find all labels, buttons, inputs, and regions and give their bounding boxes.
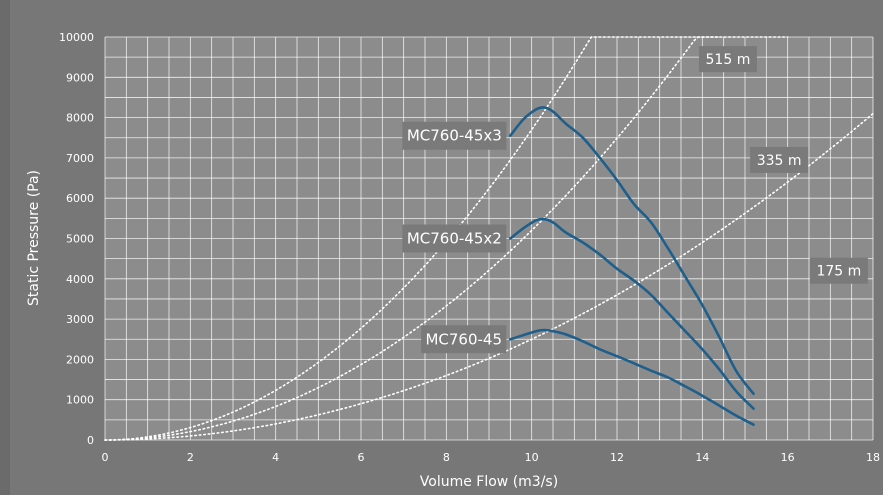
series-line [509,328,755,426]
series-label-box [402,121,507,150]
y-tick-label: 8000 [66,112,94,125]
x-tick-label: 6 [358,451,365,464]
y-axis-title: Static Pressure (Pa) [26,170,42,306]
system-curve-label-box [750,146,809,173]
system-curve-label: 175 m [809,257,868,284]
x-tick-label: 16 [781,451,795,464]
system-curve-label-text: 515 m [706,52,751,68]
y-tick-label: 5000 [66,233,94,246]
x-tick-label: 2 [187,451,194,464]
system-curves [104,36,874,441]
x-tick-label: 18 [866,451,880,464]
x-tick-label: 10 [525,451,539,464]
y-tick-label: 6000 [66,192,94,205]
series-label-box [421,325,507,354]
y-tick-label: 9000 [66,71,94,84]
y-tick-label: 10000 [59,31,94,44]
y-tick-label: 4000 [66,273,94,286]
series-lines [509,106,755,426]
y-tick-label: 1000 [66,394,94,407]
series-line [509,106,755,395]
system-curve-label-text: 175 m [816,264,861,280]
x-tick-label: 8 [443,451,450,464]
x-tick-label: 4 [272,451,279,464]
system-curve-label-box [809,257,868,284]
system-curve-label-text: 335 m [757,153,802,169]
x-tick-label: 14 [695,451,709,464]
series-label-text: MC760-45x3 [407,127,502,145]
x-tick-label: 12 [610,451,624,464]
x-axis-title: Volume Flow (m3/s) [420,474,558,490]
system-curve-label-box [698,46,757,73]
labels: 515 m 335 m 175 m MC760-45x3 MC760-45x2 MC760… [402,46,868,354]
series-label: MC760-45x2 [402,224,507,253]
series-label-text: MC760-45 [425,330,502,348]
tick-labels: 0 2 4 6 8 10 12 14 16 18 0 1000 2000 3000 4000 5000 6000… [59,31,880,464]
grid [104,36,874,441]
system-curve-label: 515 m [698,46,757,73]
series-label-box [402,224,507,253]
series-label: MC760-45 [421,325,507,354]
system-curve [104,36,721,441]
system-curve [104,112,874,441]
y-tick-label: 7000 [66,152,94,165]
series-label: MC760-45x3 [402,121,507,150]
series-line [509,217,755,410]
x-tick-label: 0 [102,451,109,464]
y-tick-label: 2000 [66,353,94,366]
system-curve [104,36,789,441]
y-tick-label: 3000 [66,313,94,326]
system-curve-label: 335 m [750,146,809,173]
series-label-text: MC760-45x2 [407,230,502,248]
y-tick-label: 0 [87,434,94,447]
